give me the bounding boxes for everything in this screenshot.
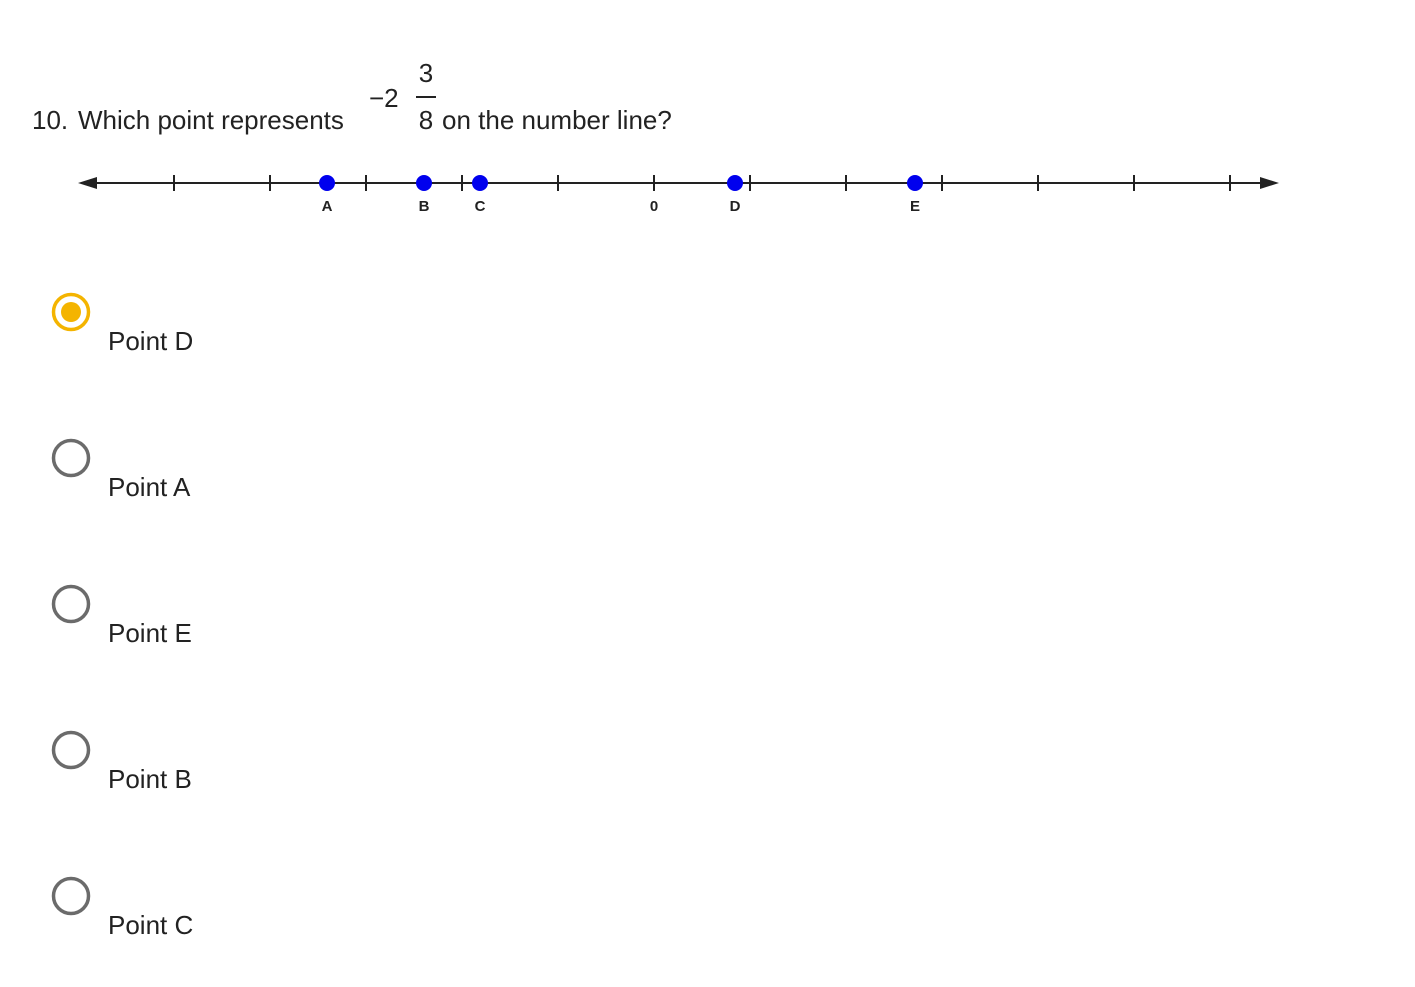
point <box>319 175 335 191</box>
number-line: A B C 0 D E <box>78 175 1279 215</box>
radio[interactable] <box>51 292 91 332</box>
question-text: Which point represents <box>78 105 344 135</box>
fraction-denominator: 8 <box>419 105 433 135</box>
option[interactable]: Point E <box>51 584 192 649</box>
option-label[interactable]: Point B <box>108 764 192 794</box>
arrow-right <box>1260 177 1279 189</box>
point <box>727 175 743 191</box>
point <box>416 175 432 191</box>
radio[interactable] <box>51 730 91 770</box>
option[interactable]: Point B <box>51 730 192 795</box>
point-label: B <box>419 198 430 215</box>
radio-dot <box>61 302 81 322</box>
point-label: C <box>475 198 486 215</box>
question-number: 10. <box>32 105 68 135</box>
point-label: D <box>730 198 741 215</box>
options: Point D Point A Point E Point B Point C <box>51 292 194 941</box>
option[interactable]: Point D <box>51 292 194 357</box>
mixed-whole: −2 <box>369 83 399 113</box>
radio[interactable] <box>51 876 91 916</box>
point-label: E <box>910 198 920 215</box>
point-label: A <box>322 198 333 215</box>
option-label[interactable]: Point C <box>108 910 193 940</box>
arrow-left <box>78 177 97 189</box>
fraction-numerator: 3 <box>419 58 433 88</box>
point <box>907 175 923 191</box>
option-label[interactable]: Point D <box>108 326 193 356</box>
radio[interactable] <box>51 584 91 624</box>
question-text: on the number line? <box>442 105 672 135</box>
point <box>472 175 488 191</box>
option[interactable]: Point C <box>51 876 194 941</box>
option-label[interactable]: Point E <box>108 618 192 648</box>
radio[interactable] <box>51 438 91 478</box>
point-label: 0 <box>650 198 658 215</box>
option-label[interactable]: Point A <box>108 472 191 502</box>
option[interactable]: Point A <box>51 438 192 503</box>
